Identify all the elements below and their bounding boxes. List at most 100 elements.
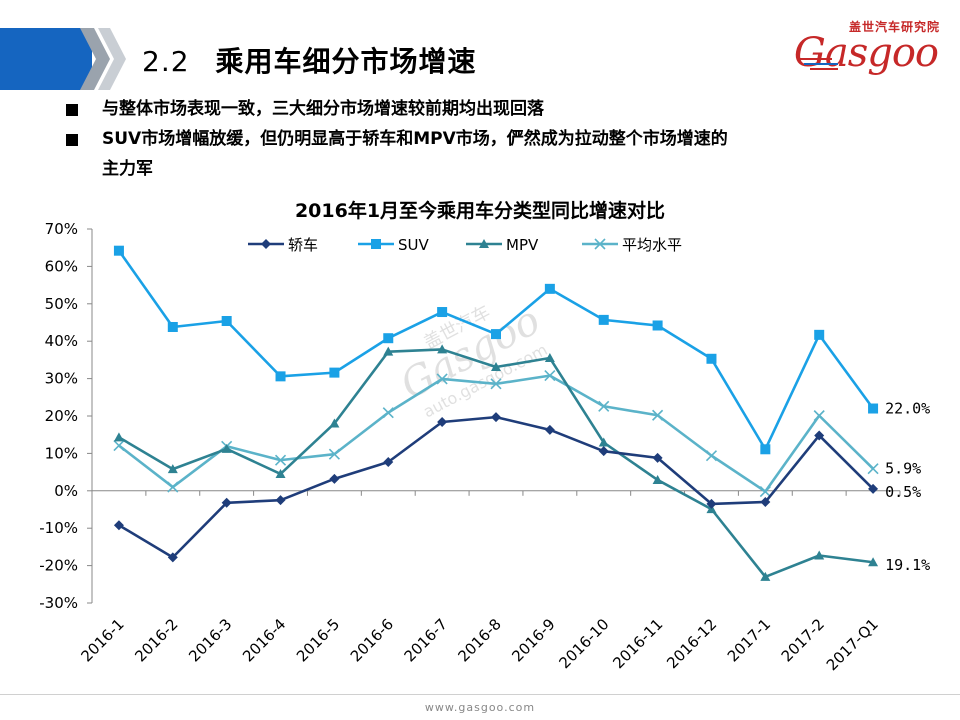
- legend-item: 平均水平: [582, 236, 682, 254]
- data-point: [382, 407, 394, 419]
- data-point: [437, 307, 448, 318]
- data-point: [371, 239, 381, 249]
- y-tick-label: 60%: [45, 257, 78, 275]
- y-tick-label: -20%: [39, 557, 78, 575]
- data-point: [113, 432, 124, 442]
- data-point: [652, 409, 664, 421]
- data-point: [598, 400, 610, 412]
- bullet-square-icon: [66, 104, 78, 116]
- data-point: [760, 497, 771, 508]
- data-point: [598, 314, 609, 325]
- data-point: [652, 452, 663, 463]
- data-point-stroke: [113, 439, 125, 452]
- end-value-label: 22.0%: [885, 400, 930, 418]
- page-title: 2.2 乘用车细分市场增速: [142, 40, 477, 80]
- data-point-stroke: [867, 463, 879, 475]
- x-tick-label: 2017-Q1: [823, 615, 882, 674]
- data-point: [274, 454, 287, 466]
- data-point: [544, 353, 555, 363]
- data-point-stroke: [490, 378, 502, 390]
- legend-item: MPV: [466, 236, 539, 254]
- y-tick-label: -30%: [39, 594, 78, 612]
- legend-label: 平均水平: [622, 236, 682, 254]
- x-tick-label: 2016-9: [508, 615, 558, 665]
- data-point: [275, 371, 286, 382]
- bullet-item: SUV市场增幅放缓，但仍明显高于轿车和MPV市场，俨然成为拉动整个市场增速的: [62, 124, 942, 154]
- data-point: [491, 329, 501, 340]
- data-point: [221, 497, 232, 508]
- line-chart: 盖世汽车Gasgooauto.gasgoo.com70%60%50%40%30%…: [39, 222, 930, 674]
- data-point: [705, 450, 718, 462]
- bullet-list: 与整体市场表现一致，三大细分市场增速较前期均出现回落 SUV市场增幅放缓，但仍明…: [62, 94, 942, 184]
- x-tick-label: 2016-10: [556, 615, 613, 672]
- series-1: [113, 412, 879, 563]
- legend-item: SUV: [358, 236, 430, 254]
- data-point: [544, 370, 556, 382]
- data-point: [329, 418, 340, 428]
- series-3: [113, 344, 879, 581]
- data-point: [598, 437, 609, 447]
- bullet-item: 与整体市场表现一致，三大细分市场增速较前期均出现回落: [62, 94, 942, 124]
- data-point-stroke: [598, 400, 610, 412]
- data-point-stroke: [544, 370, 556, 382]
- data-point: [706, 498, 717, 509]
- legend-label: SUV: [398, 236, 430, 254]
- data-point-stroke: [813, 410, 825, 422]
- data-point: [329, 367, 340, 378]
- y-tick-label: 20%: [45, 407, 78, 425]
- data-point: [544, 283, 555, 294]
- x-tick-label: 2016-12: [663, 615, 720, 672]
- data-point-stroke: [705, 450, 718, 462]
- section-title-text: 乘用车细分市场增速: [215, 45, 477, 78]
- footer-url: www.gasgoo.com: [424, 701, 536, 714]
- x-tick-label: 2016-6: [347, 615, 397, 665]
- data-point: [491, 362, 501, 372]
- y-tick-label: 40%: [45, 332, 78, 350]
- data-point: [814, 329, 825, 340]
- chart-title: 2016年1月至今乘用车分类型同比增速对比: [294, 200, 666, 222]
- data-point: [814, 550, 825, 560]
- x-tick-label: 2016-4: [239, 615, 289, 665]
- header-band: 2.2 乘用车细分市场增速: [0, 28, 960, 90]
- x-tick-label: 2016-2: [131, 615, 181, 665]
- data-point: [760, 571, 771, 581]
- data-point-stroke: [759, 485, 771, 498]
- gasgoo-logo: 盖世汽车研究院 Gasgoo: [794, 14, 950, 76]
- data-point: [275, 468, 286, 478]
- end-value-label: 5.9%: [885, 460, 921, 478]
- y-tick-label: 0%: [54, 482, 78, 500]
- end-value-label: 0.5%: [885, 483, 921, 501]
- data-point: [328, 448, 340, 460]
- data-point: [437, 344, 448, 354]
- end-value-label: 19.1%: [885, 556, 930, 574]
- logo-subtitle: 盖世汽车研究院: [848, 20, 940, 34]
- data-point: [868, 403, 879, 414]
- data-point: [652, 474, 663, 484]
- bullet-text: 主力军: [102, 159, 153, 179]
- data-point: [167, 321, 178, 332]
- data-point: [113, 439, 125, 452]
- logo-speed-lines-icon: [798, 58, 838, 70]
- x-tick-label: 2016-7: [401, 615, 451, 665]
- x-tick-label: 2017-1: [724, 615, 774, 665]
- data-point: [437, 416, 448, 427]
- data-point: [814, 430, 825, 441]
- legend-item: 轿车: [248, 236, 318, 254]
- section-number: 2.2: [142, 45, 190, 78]
- data-point-stroke: [382, 407, 394, 419]
- y-tick-label: 30%: [45, 370, 78, 388]
- data-point: [868, 483, 879, 494]
- data-point: [113, 245, 124, 256]
- data-point: [598, 446, 609, 457]
- y-tick-label: -10%: [39, 519, 78, 537]
- series-line: [118, 374, 874, 493]
- data-point: [544, 424, 555, 435]
- data-point: [760, 444, 771, 455]
- x-tick-label: 2017-2: [778, 615, 828, 665]
- footer-divider: [0, 694, 960, 695]
- data-point: [221, 316, 232, 327]
- data-point: [867, 463, 879, 475]
- data-point-stroke: [328, 448, 340, 460]
- chevron-arrows-icon: [80, 28, 126, 90]
- bullet-continuation: 主力军: [62, 154, 942, 184]
